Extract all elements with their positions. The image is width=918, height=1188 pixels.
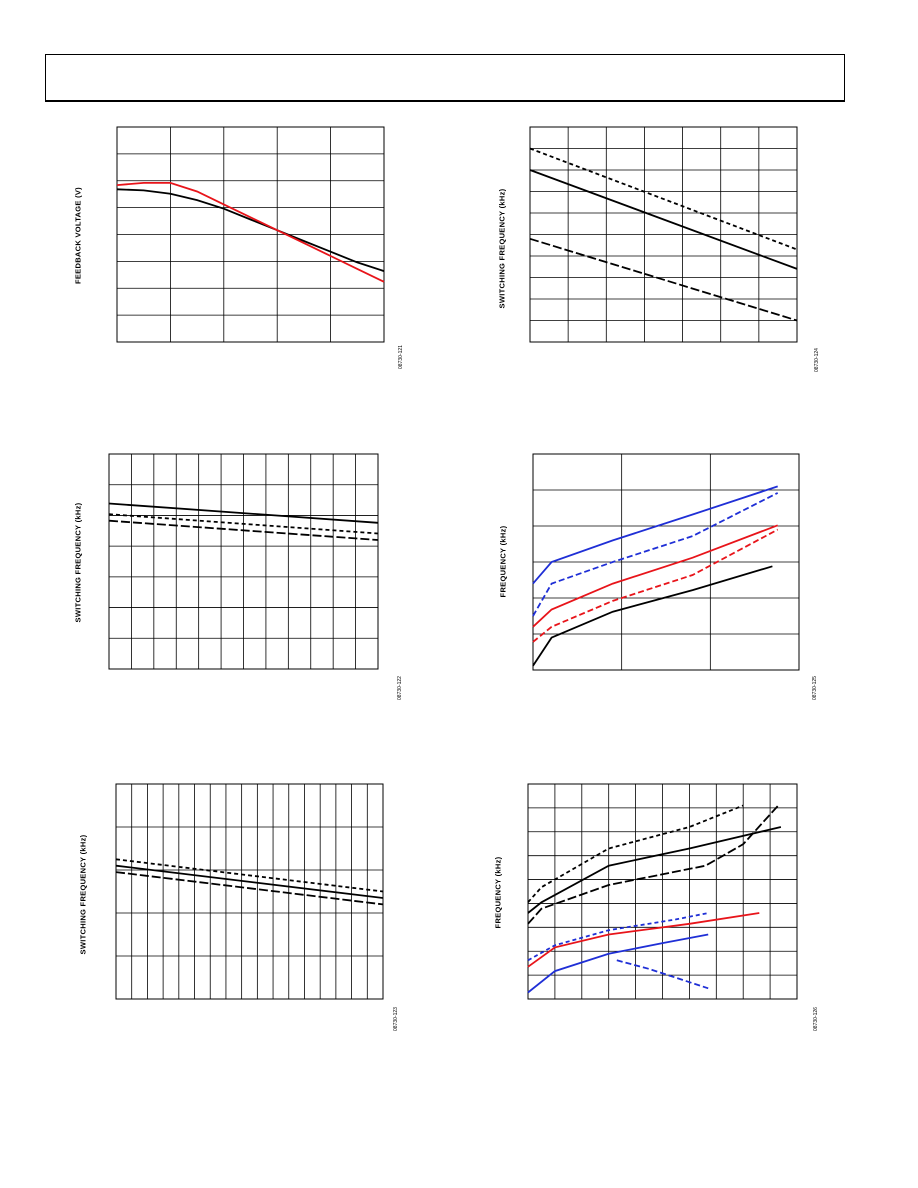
page-header-box bbox=[45, 54, 845, 102]
fig-sw-top-ylabel: SWITCHING FREQUENCY (kHz) bbox=[497, 188, 507, 309]
fig-feedback-id: 08730-121 bbox=[398, 345, 404, 369]
fig-feedback-plot bbox=[116, 126, 385, 343]
fig-feedback-ylabel: FEEDBACK VOLTAGE (V) bbox=[73, 187, 83, 284]
series-line-1 bbox=[527, 826, 782, 914]
series-line-0 bbox=[529, 147, 798, 251]
fig-sw-mid-ylabel: SWITCHING FREQUENCY (kHz) bbox=[73, 502, 83, 623]
series-line-2 bbox=[115, 871, 384, 906]
series-line-1 bbox=[532, 492, 779, 617]
fig-sw-bot-id: 08730-123 bbox=[393, 1007, 399, 1031]
series-line-2 bbox=[529, 237, 798, 322]
fig-freq-mid-ylabel: FREQUENCY (kHz) bbox=[498, 525, 508, 598]
series-line-4 bbox=[532, 565, 773, 667]
series-line-0 bbox=[116, 188, 385, 272]
fig-freq-bot-ylabel: FREQUENCY (kHz) bbox=[493, 856, 503, 929]
fig-sw-bot-plot bbox=[115, 783, 384, 1000]
fig-freq-bot-plot bbox=[527, 783, 798, 1000]
series-line-1 bbox=[529, 169, 798, 270]
series-line-2 bbox=[527, 804, 779, 925]
plot-frame bbox=[529, 126, 798, 343]
plot-frame bbox=[108, 453, 379, 670]
series-line-1 bbox=[115, 864, 384, 899]
series-line-3 bbox=[527, 912, 709, 962]
series-line-6 bbox=[616, 959, 709, 990]
series-line-4 bbox=[527, 912, 760, 968]
series-line-0 bbox=[115, 858, 384, 893]
plot-frame bbox=[116, 126, 385, 343]
plot-frame bbox=[532, 453, 800, 671]
fig-sw-bot-ylabel: SWITCHING FREQUENCY (kHz) bbox=[78, 834, 88, 955]
series-line-1 bbox=[116, 182, 385, 283]
plot-frame bbox=[115, 783, 384, 1000]
series-line-0 bbox=[108, 502, 379, 524]
series-line-1 bbox=[108, 513, 379, 535]
series-line-0 bbox=[532, 485, 778, 585]
series-line-3 bbox=[532, 528, 779, 643]
series-line-2 bbox=[108, 519, 379, 541]
plot-frame bbox=[527, 783, 798, 1000]
fig-sw-top-plot bbox=[529, 126, 798, 343]
fig-sw-top-id: 08730-124 bbox=[814, 348, 820, 372]
fig-sw-mid-plot bbox=[108, 453, 379, 670]
fig-freq-mid-id: 08730-125 bbox=[812, 676, 818, 700]
fig-freq-mid-plot bbox=[532, 453, 800, 671]
series-line-5 bbox=[527, 933, 709, 994]
series-line-2 bbox=[532, 524, 779, 628]
fig-sw-mid-id: 08730-122 bbox=[397, 676, 403, 700]
fig-freq-bot-id: 08730-126 bbox=[813, 1007, 819, 1031]
